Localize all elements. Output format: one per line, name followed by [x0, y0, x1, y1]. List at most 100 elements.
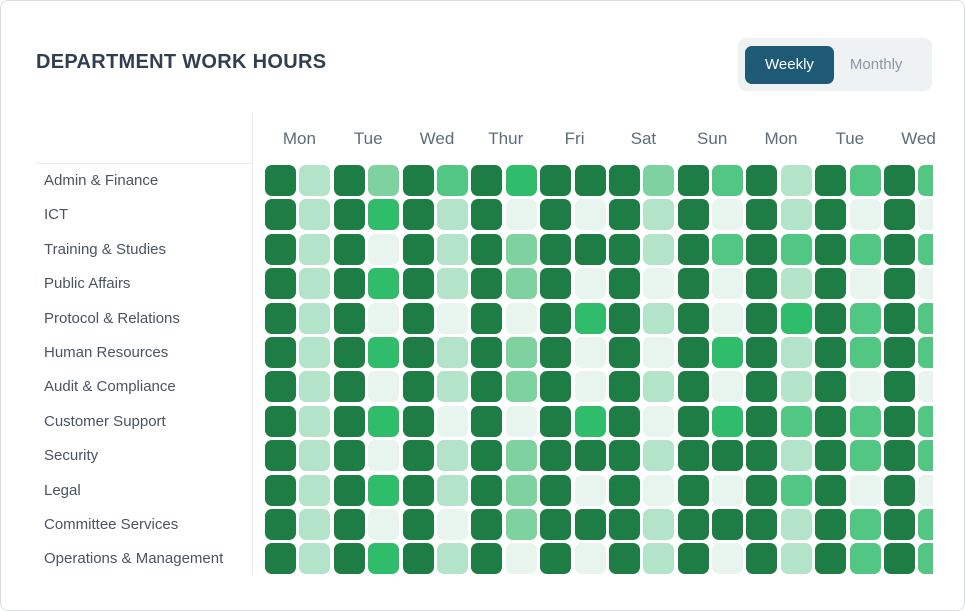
heatmap: [265, 165, 933, 579]
heatmap-cell: [299, 165, 331, 196]
heatmap-row: [265, 336, 933, 368]
heatmap-cell: [333, 199, 365, 231]
heatmap-cell: [918, 405, 933, 437]
heatmap-cell: [265, 543, 296, 575]
heatmap-cell: [402, 199, 434, 231]
heatmap-cell: [746, 336, 778, 368]
heatmap-cell: [574, 302, 606, 334]
heatmap-cell: [918, 474, 933, 506]
heatmap-cell: [918, 268, 933, 300]
heatmap-cell: [540, 165, 572, 196]
heatmap-cell: [505, 233, 537, 265]
heatmap-cell: [402, 302, 434, 334]
heatmap-cell: [643, 233, 675, 265]
heatmap-cell: [712, 508, 744, 540]
heatmap-cell: [471, 474, 503, 506]
heatmap-cell: [643, 543, 675, 575]
heatmap-cell: [505, 371, 537, 403]
heatmap-cell: [333, 508, 365, 540]
heatmap-cell: [333, 543, 365, 575]
heatmap-row: [265, 440, 933, 472]
heatmap-cell: [815, 474, 847, 506]
heatmap-cell: [608, 371, 640, 403]
heatmap-cell: [402, 440, 434, 472]
toggle-weekly-button[interactable]: Weekly: [745, 45, 834, 84]
heatmap-cell: [333, 440, 365, 472]
heatmap-cell: [712, 233, 744, 265]
heatmap-cell: [849, 233, 881, 265]
heatmap-cell: [746, 199, 778, 231]
column-header: Tue: [835, 129, 865, 148]
heatmap-cell: [265, 233, 296, 265]
heatmap-cell: [368, 302, 400, 334]
heatmap-cell: [368, 508, 400, 540]
heatmap-cell: [265, 440, 296, 472]
heatmap-cell: [368, 405, 400, 437]
heatmap-cell: [471, 440, 503, 472]
heatmap-cell: [540, 508, 572, 540]
row-labels: Admin & Finance ICT Training & Studies Publ…: [44, 165, 252, 578]
heatmap-cell: [540, 371, 572, 403]
heatmap-cell: [505, 336, 537, 368]
row-label: Public Affairs: [44, 275, 131, 293]
heatmap-cell: [780, 302, 812, 334]
heatmap-cell: [436, 440, 468, 472]
heatmap-cell: [402, 543, 434, 575]
heatmap-cell: [780, 440, 812, 472]
heatmap-cell: [712, 543, 744, 575]
heatmap-cell: [299, 543, 331, 575]
heatmap-cell: [884, 440, 916, 472]
column-header: Tue: [353, 129, 383, 148]
heatmap-cell: [540, 440, 572, 472]
heatmap-cell: [677, 233, 709, 265]
label-column-divider: [252, 113, 253, 575]
heatmap-cell: [643, 165, 675, 196]
heatmap-cell: [712, 474, 744, 506]
heatmap-cell: [918, 165, 933, 196]
heatmap-cell: [712, 165, 744, 196]
heatmap-cell: [402, 405, 434, 437]
heatmap-cell: [746, 371, 778, 403]
column-header: Sat: [630, 129, 657, 148]
heatmap-cell: [677, 543, 709, 575]
row-label: Security: [44, 447, 99, 465]
heatmap-cell: [780, 371, 812, 403]
heatmap-cell: [299, 508, 331, 540]
heatmap-cell: [815, 336, 847, 368]
heatmap-cell: [574, 474, 606, 506]
heatmap-cell: [436, 474, 468, 506]
heatmap-cell: [471, 405, 503, 437]
heatmap-cell: [368, 474, 400, 506]
heatmap-cell: [299, 474, 331, 506]
heatmap-cell: [333, 371, 365, 403]
toggle-monthly-button[interactable]: Monthly: [836, 46, 917, 84]
heatmap-cell: [815, 543, 847, 575]
heatmap-cell: [299, 233, 331, 265]
heatmap-cell: [746, 440, 778, 472]
heatmap-cell: [265, 371, 296, 403]
heatmap-cell: [643, 336, 675, 368]
heatmap-cell: [505, 474, 537, 506]
heatmap-cell: [608, 302, 640, 334]
heatmap-cell: [677, 336, 709, 368]
heatmap-cell: [884, 268, 916, 300]
heatmap-cell: [436, 336, 468, 368]
heatmap-cell: [368, 233, 400, 265]
heatmap-cell: [265, 508, 296, 540]
heatmap-cell: [918, 336, 933, 368]
heatmap-cell: [849, 440, 881, 472]
heatmap-cell: [333, 405, 365, 437]
heatmap-cell: [265, 336, 296, 368]
heatmap-cell: [608, 336, 640, 368]
heatmap-cell: [540, 474, 572, 506]
heatmap-cell: [712, 405, 744, 437]
heatmap-cell: [333, 474, 365, 506]
heatmap-cell: [884, 474, 916, 506]
heatmap-cell: [608, 165, 640, 196]
row-label: Committee Services: [44, 515, 179, 533]
heatmap-cell: [540, 543, 572, 575]
heatmap-row: [265, 508, 933, 540]
heatmap-cell: [436, 199, 468, 231]
heatmap-cell: [780, 405, 812, 437]
heatmap-cell: [918, 199, 933, 231]
